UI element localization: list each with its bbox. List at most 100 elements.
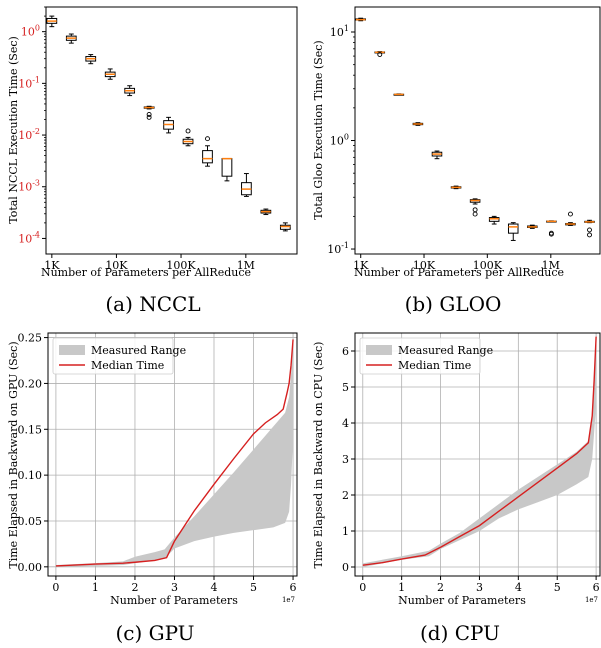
- x-tick-label: 4: [211, 581, 218, 594]
- outlier-0: [567, 211, 573, 217]
- tick-exponent: -1: [341, 241, 349, 250]
- box-7: [488, 215, 500, 225]
- y-axis-label: Time Elapsed in Backward on GPU (Sec): [7, 341, 20, 568]
- subfigure-caption: (d) CPU: [420, 621, 500, 645]
- outlier-0: [587, 227, 592, 233]
- tick-mantissa: 10: [21, 26, 35, 39]
- box-6: [469, 198, 481, 217]
- tick-exponent: -1: [32, 75, 40, 84]
- x-tick-label: 2: [131, 581, 138, 594]
- y-tick-label: 3: [342, 453, 349, 466]
- tick-exponent: -2: [32, 127, 40, 136]
- box-3: [412, 122, 424, 126]
- box-5: [450, 185, 462, 190]
- box-body: [279, 224, 291, 230]
- y-tick-label: 0.10: [18, 469, 43, 482]
- y-tick-label: 6: [342, 345, 349, 358]
- box-11: [260, 208, 272, 216]
- plot-area: [355, 17, 595, 241]
- box-12: [584, 219, 595, 238]
- outlier-0: [377, 52, 383, 57]
- x-tick-label: 1: [398, 581, 405, 594]
- legend-swatch-measured-range: [59, 345, 85, 355]
- legend: Measured Range Median Time: [359, 337, 493, 375]
- legend-swatch-measured-range: [366, 345, 392, 355]
- x-tick-label: 1K: [353, 259, 369, 272]
- box-8: [202, 136, 213, 167]
- box-7: [182, 128, 194, 147]
- tick-mantissa: 10: [18, 232, 32, 245]
- y-tick-label: 0: [342, 561, 349, 574]
- legend-label: Median Time: [398, 359, 471, 372]
- x-tick-label: 4: [515, 581, 522, 594]
- y-tick-label: 10-1: [18, 75, 40, 90]
- series-median-time: [55, 339, 294, 567]
- legend: Measured Range Median Time: [52, 337, 186, 375]
- box-0: [355, 17, 366, 22]
- tick-exponent: 0: [344, 133, 349, 142]
- x-offset-text: 1e7: [282, 596, 295, 604]
- x-tick-label: 10K: [105, 259, 128, 272]
- outlier-0: [472, 207, 478, 213]
- x-tick-label: 10K: [413, 259, 436, 272]
- x-tick-label: 3: [476, 581, 483, 594]
- tick-mantissa: 10: [330, 26, 344, 39]
- box-body: [202, 150, 213, 164]
- box-2: [85, 54, 97, 65]
- axes-frame: [47, 332, 298, 577]
- y-axis-label: Total Gloo Execution Time (Sec): [312, 40, 325, 219]
- outlier-1: [472, 211, 478, 217]
- box-9: [527, 224, 538, 229]
- axes-frame: [354, 332, 601, 577]
- x-tick-label: 5: [554, 581, 561, 594]
- y-tick-label: 10-2: [18, 127, 40, 142]
- y-tick-label: 0.20: [18, 377, 43, 390]
- subfigure-caption: (c) GPU: [115, 621, 194, 645]
- x-axis-label: Number of Parameters: [110, 594, 238, 607]
- series-measured-range: [55, 346, 294, 567]
- legend-label: Measured Range: [91, 344, 186, 357]
- y-tick-label: 4: [342, 417, 349, 430]
- plot-area: [46, 15, 310, 243]
- tick-exponent: 1: [344, 24, 349, 33]
- y-tick-label: 100: [330, 133, 349, 148]
- box-3: [104, 68, 116, 80]
- x-tick-label: 0: [359, 581, 366, 594]
- box-13: [300, 240, 310, 243]
- legend-label: Median Time: [91, 359, 164, 372]
- tick-exponent: 0: [35, 24, 40, 33]
- outlier-0: [185, 128, 191, 134]
- box-4: [431, 150, 443, 160]
- box-1: [65, 33, 77, 44]
- y-tick-label: 1: [342, 525, 349, 538]
- x-tick-label: 1: [92, 581, 99, 594]
- x-axis-label: Number of Parameters per AllReduce: [41, 266, 251, 279]
- tick-exponent: -3: [32, 179, 40, 188]
- tick-mantissa: 10: [18, 181, 32, 194]
- y-axis-label: Time Elapsed in Backward on CPU (Sec): [312, 342, 325, 569]
- x-offset-text: 1e7: [585, 596, 598, 604]
- box-body: [221, 158, 233, 177]
- x-tick-label: 1K: [44, 259, 60, 272]
- y-tick-label: 0.25: [18, 332, 43, 345]
- x-tick-label: 5: [250, 581, 257, 594]
- x-tick-label: 1M: [237, 259, 255, 272]
- chart-c: 0 1 2 3 4 5 6 0.00 0.05 0.10 0.15 0.20 0.25 Number of…: [7, 332, 298, 645]
- box-9: [221, 157, 233, 182]
- y-tick-label: 100: [21, 24, 40, 39]
- y-tick-label: 10-4: [18, 230, 40, 245]
- subfigure-caption: (b) GLOO: [405, 292, 502, 316]
- outlier-0: [146, 112, 152, 117]
- y-tick-label: 2: [342, 489, 349, 502]
- x-tick-label: 0: [52, 581, 59, 594]
- y-tick-label: 10-1: [327, 241, 349, 256]
- box-5: [143, 105, 155, 120]
- y-tick-label: 10-3: [18, 179, 40, 194]
- plot-area: [362, 336, 597, 567]
- tick-exponent: -4: [32, 230, 40, 239]
- chart-d: 0 1 2 3 4 5 6 0 1 2 3 4 5 6 Number of Parameters Time E…: [312, 332, 601, 645]
- x-tick-label: 100K: [473, 259, 503, 272]
- box-10: [546, 220, 557, 237]
